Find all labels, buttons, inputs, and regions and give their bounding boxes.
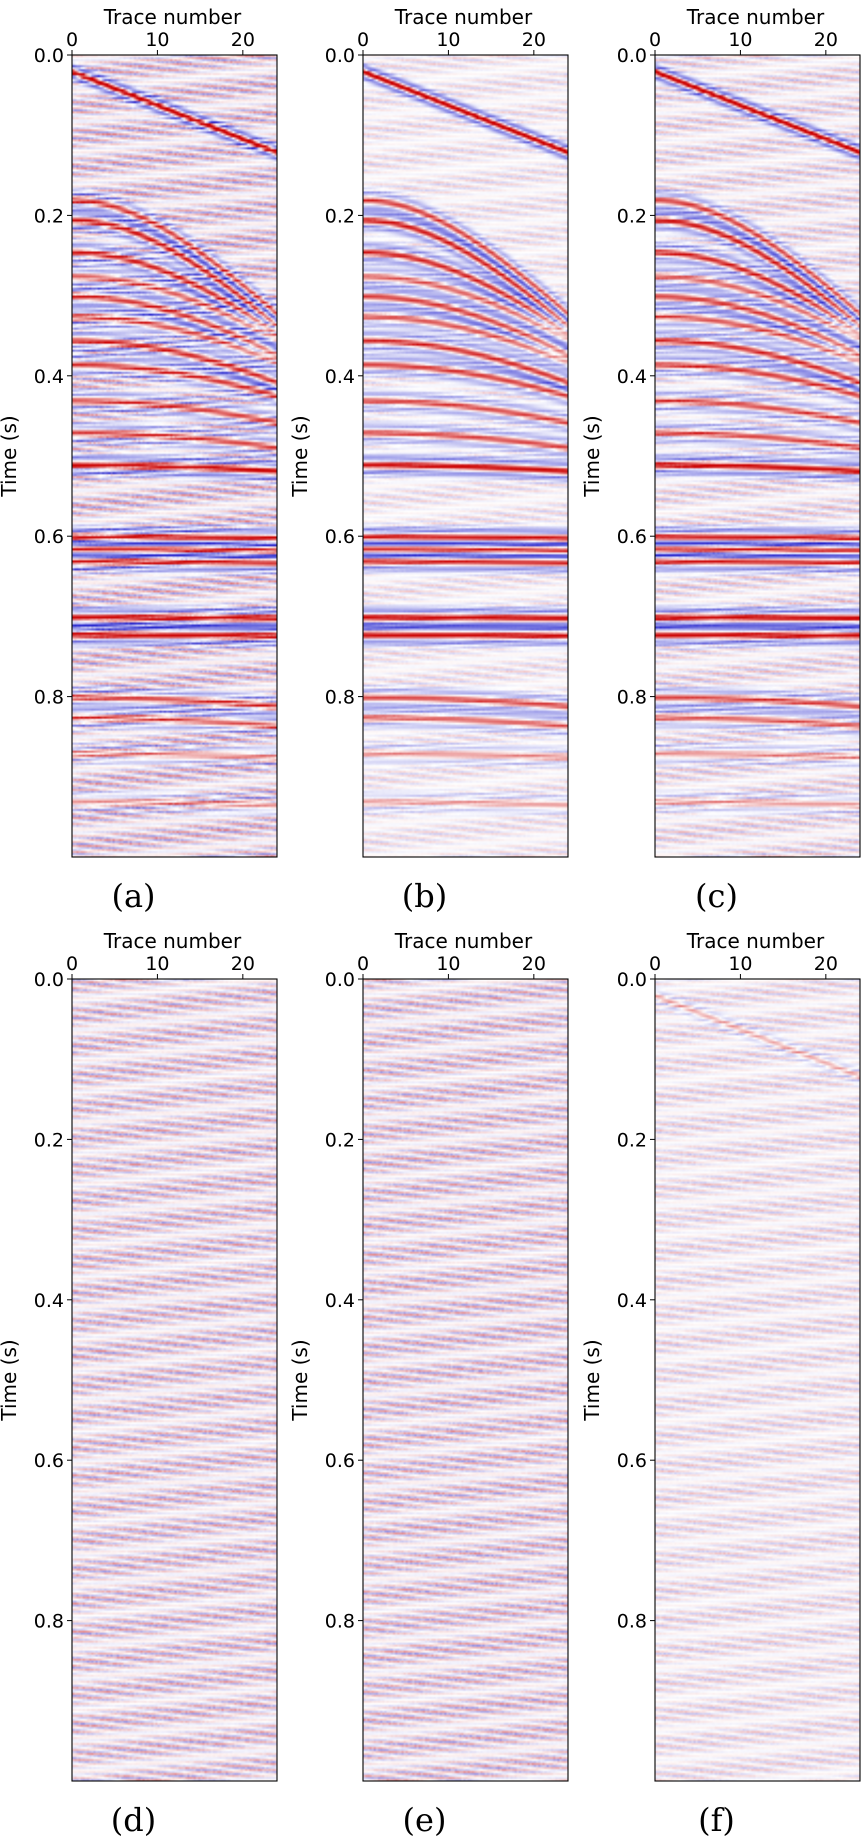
y-tick-label: 0.0 xyxy=(325,969,355,991)
x-tick-label: 10 xyxy=(145,953,169,975)
x-axis-title: Trace number xyxy=(686,5,825,29)
seismic-image xyxy=(655,55,860,857)
seismic-image xyxy=(363,55,568,857)
panel-caption: (b) xyxy=(402,877,447,915)
y-tick-label: 0.2 xyxy=(617,205,647,227)
x-tick-label: 20 xyxy=(231,29,255,51)
seismic-image xyxy=(72,979,277,1781)
y-tick-label: 0.0 xyxy=(325,45,355,67)
x-tick-label: 10 xyxy=(728,953,752,975)
x-tick-label: 0 xyxy=(66,29,78,51)
y-tick-label: 0.4 xyxy=(617,366,647,388)
y-tick-label: 0.4 xyxy=(34,1290,64,1312)
y-tick-label: 0.6 xyxy=(34,1450,64,1472)
y-axis-title: Time (s) xyxy=(288,415,312,497)
panel-caption: (e) xyxy=(403,1801,447,1837)
y-tick-label: 0.0 xyxy=(617,969,647,991)
x-tick-label: 0 xyxy=(649,29,661,51)
y-tick-label: 0.8 xyxy=(34,1611,64,1633)
y-tick-label: 0.8 xyxy=(325,687,355,709)
y-tick-label: 0.2 xyxy=(34,205,64,227)
x-tick-label: 0 xyxy=(66,953,78,975)
x-tick-label: 10 xyxy=(728,29,752,51)
y-tick-label: 0.6 xyxy=(617,526,647,548)
y-tick-label: 0.2 xyxy=(617,1129,647,1151)
y-tick-label: 0.6 xyxy=(325,526,355,548)
y-tick-label: 0.6 xyxy=(617,1450,647,1472)
x-tick-label: 20 xyxy=(231,953,255,975)
x-axis-title: Trace number xyxy=(394,929,533,953)
x-tick-label: 20 xyxy=(522,29,546,51)
y-tick-label: 0.0 xyxy=(617,45,647,67)
y-axis-title: Time (s) xyxy=(0,1339,21,1421)
x-tick-label: 20 xyxy=(814,953,838,975)
y-tick-label: 0.4 xyxy=(34,366,64,388)
y-axis-title: Time (s) xyxy=(580,415,604,497)
x-tick-label: 10 xyxy=(436,29,460,51)
y-tick-label: 0.8 xyxy=(34,687,64,709)
seismic-image xyxy=(655,979,860,1781)
y-tick-label: 0.2 xyxy=(325,205,355,227)
plot-frame xyxy=(654,978,861,1782)
x-tick-label: 10 xyxy=(436,953,460,975)
panel-caption: (c) xyxy=(695,877,738,915)
y-tick-label: 0.2 xyxy=(34,1129,64,1151)
y-tick-label: 0.4 xyxy=(325,1290,355,1312)
y-tick-label: 0.8 xyxy=(325,1611,355,1633)
x-tick-label: 20 xyxy=(814,29,838,51)
panel-caption: (f) xyxy=(698,1801,735,1837)
x-axis-title: Trace number xyxy=(394,5,533,29)
plot-frame xyxy=(362,978,569,1782)
y-tick-label: 0.8 xyxy=(617,1611,647,1633)
x-tick-label: 20 xyxy=(522,953,546,975)
x-axis-title: Trace number xyxy=(103,5,242,29)
y-tick-label: 0.6 xyxy=(34,526,64,548)
y-tick-label: 0.0 xyxy=(34,969,64,991)
plot-frame xyxy=(71,54,278,858)
seismic-image xyxy=(72,55,277,857)
x-tick-label: 0 xyxy=(357,29,369,51)
y-axis-title: Time (s) xyxy=(288,1339,312,1421)
x-tick-label: 0 xyxy=(649,953,661,975)
plot-frame xyxy=(362,54,569,858)
y-axis-title: Time (s) xyxy=(580,1339,604,1421)
y-tick-label: 0.8 xyxy=(617,687,647,709)
plot-frame xyxy=(71,978,278,1782)
x-axis-title: Trace number xyxy=(103,929,242,953)
seismic-image xyxy=(363,979,568,1781)
plot-frame xyxy=(654,54,861,858)
y-axis-title: Time (s) xyxy=(0,415,21,497)
x-tick-label: 10 xyxy=(145,29,169,51)
y-tick-label: 0.4 xyxy=(325,366,355,388)
y-tick-label: 0.6 xyxy=(325,1450,355,1472)
x-tick-label: 0 xyxy=(357,953,369,975)
x-axis-title: Trace number xyxy=(686,929,825,953)
y-tick-label: 0.2 xyxy=(325,1129,355,1151)
y-tick-label: 0.4 xyxy=(617,1290,647,1312)
y-tick-label: 0.0 xyxy=(34,45,64,67)
panel-caption: (a) xyxy=(111,877,155,915)
panel-caption: (d) xyxy=(111,1801,156,1837)
